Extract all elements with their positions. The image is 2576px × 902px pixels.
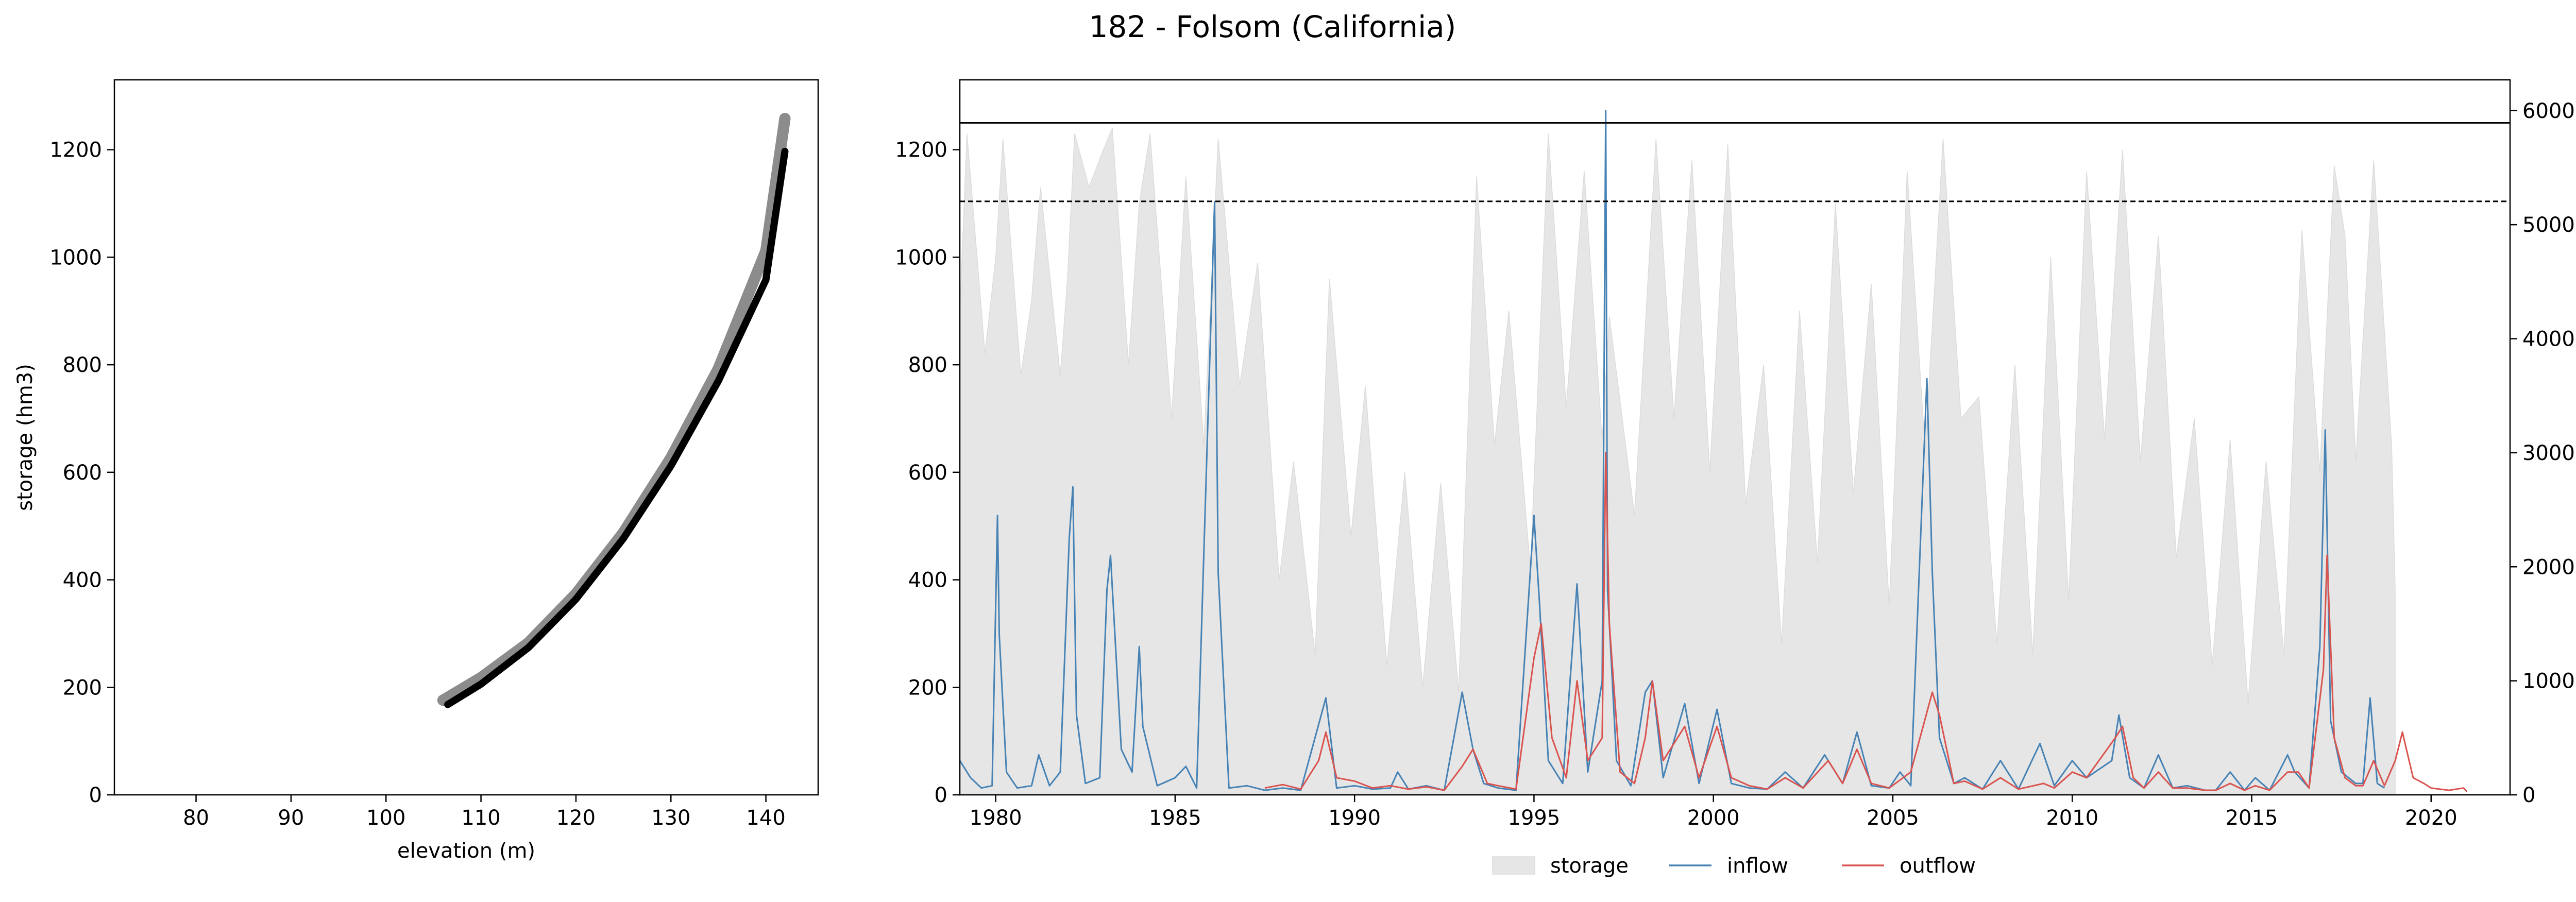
left-x-tick-label: 140 xyxy=(746,806,785,830)
right-x-tick-label: 2005 xyxy=(1867,806,1919,830)
right-y-tick-label: 1000 xyxy=(895,246,947,269)
left-y-tick-label: 1200 xyxy=(49,139,102,162)
storage-area xyxy=(960,128,2396,795)
right-y-tick-label: 600 xyxy=(908,461,947,485)
left-plot: 80 90 100 110 120 130 140 0 200 400 600 800 1000 1200… xyxy=(13,79,819,863)
right-x-tick-label: 2000 xyxy=(1687,806,1740,830)
flow-y-tick-label: 0 xyxy=(2522,784,2535,807)
right-plot-series xyxy=(960,110,2468,795)
right-y-tick-label: 800 xyxy=(908,353,947,377)
left-x-tick-label: 90 xyxy=(278,806,304,830)
left-x-tick-label: 110 xyxy=(461,806,500,830)
flow-y-tick-label: 6000 xyxy=(2522,99,2575,123)
left-x-tick-label: 130 xyxy=(651,806,690,830)
right-x-tick-label: 2010 xyxy=(2046,806,2098,830)
right-y-tick-label: 400 xyxy=(908,569,947,592)
left-y-tick-label: 400 xyxy=(63,569,102,592)
legend: storage inflow outflow xyxy=(1492,854,1976,878)
left-plot-frame xyxy=(113,79,819,796)
right-y-tick-label: 0 xyxy=(935,784,947,807)
left-y-tick-label: 600 xyxy=(63,461,102,485)
right-y-tick-label: 200 xyxy=(908,676,947,700)
right-y-tick-label: 1200 xyxy=(895,139,947,162)
right-x-tick-label: 1985 xyxy=(1149,806,1201,830)
legend-swatch-storage xyxy=(1492,856,1535,875)
left-y-tick-label: 800 xyxy=(63,353,102,377)
legend-label-outflow: outflow xyxy=(1900,854,1976,878)
left-x-tick-label: 100 xyxy=(366,806,405,830)
right-x-tick-label: 2015 xyxy=(2226,806,2278,830)
figure-title: 182 - Folsom (California) xyxy=(1089,9,1456,44)
flow-y-tick-label: 5000 xyxy=(2522,213,2575,237)
right-plot: 1980 1985 1990 1995 2000 2005 2010 2015 20200200… xyxy=(895,79,2575,830)
right-plot-frame xyxy=(959,79,2511,796)
flow-y-tick-label: 4000 xyxy=(2522,328,2575,351)
flow-y-tick-label: 1000 xyxy=(2522,670,2575,693)
left-y-tick-label: 0 xyxy=(89,784,102,807)
left-x-axis-label: elevation (m) xyxy=(397,839,535,863)
right-x-tick-label: 1990 xyxy=(1328,806,1381,830)
flow-y-tick-label: 2000 xyxy=(2522,555,2575,579)
left-y-tick-label: 200 xyxy=(63,676,102,700)
left-x-tick-label: 80 xyxy=(183,806,209,830)
right-x-tick-label: 1995 xyxy=(1508,806,1561,830)
legend-label-storage: storage xyxy=(1550,854,1629,878)
legend-label-inflow: inflow xyxy=(1727,854,1788,878)
left-plot-area xyxy=(114,80,818,795)
storage-elevation-series-1 xyxy=(444,147,789,708)
right-x-tick-label: 2020 xyxy=(2405,806,2458,830)
flow-y-tick-label: 3000 xyxy=(2522,441,2575,465)
outflow-line xyxy=(1264,452,2468,792)
left-y-tick-label: 1000 xyxy=(49,246,102,269)
left-y-axis-label: storage (hm3) xyxy=(13,364,37,511)
left-x-tick-label: 120 xyxy=(556,806,596,830)
right-x-tick-label: 1980 xyxy=(970,806,1022,830)
